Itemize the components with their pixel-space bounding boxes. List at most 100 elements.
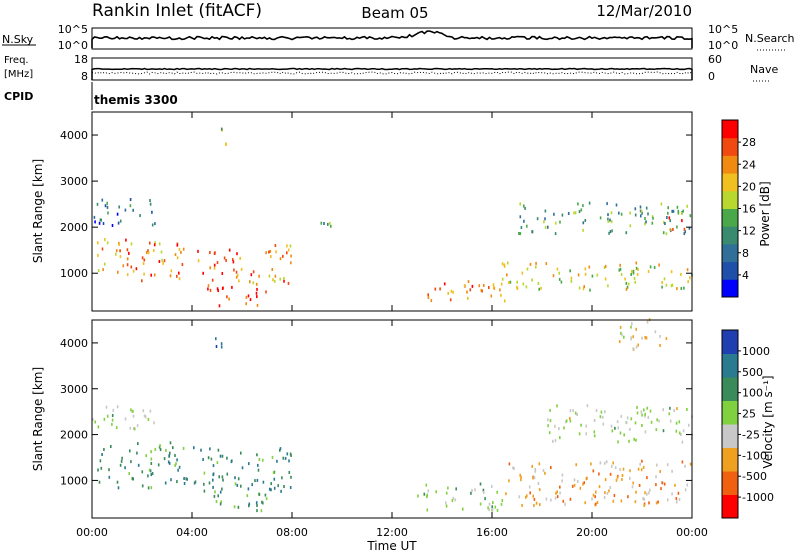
scatter-cell: [143, 272, 145, 276]
scatter-cell: [249, 298, 252, 302]
scatter-cell: [565, 420, 567, 424]
scatter-cell: [606, 202, 608, 206]
scatter-cell: [627, 282, 630, 286]
scatter-cell: [125, 238, 127, 242]
scatter-cell: [469, 288, 472, 292]
scatter-cell: [619, 468, 621, 471]
scatter-cell: [644, 335, 646, 339]
y-tick-label: 3000: [60, 175, 88, 188]
scatter-cell: [519, 232, 522, 236]
scatter-cell: [508, 462, 511, 466]
colorbar-swatch: [722, 137, 738, 156]
scatter-cell: [518, 495, 521, 499]
scatter-cell: [488, 502, 491, 506]
scatter-cell: [561, 213, 564, 217]
scatter-cell: [586, 404, 589, 408]
scatter-cell: [575, 463, 577, 467]
scatter-cell: [149, 409, 152, 413]
scatter-cell: [147, 474, 149, 478]
scatter-cell: [154, 241, 156, 245]
scatter-cell: [130, 460, 132, 464]
scatter-cell: [214, 251, 216, 255]
scatter-cell: [255, 291, 258, 295]
scatter-cell: [268, 487, 271, 491]
scatter-cell: [670, 284, 673, 288]
scatter-cell: [659, 344, 661, 347]
scatter-cell: [623, 335, 625, 339]
scatter-cell: [544, 225, 547, 229]
scatter-cell: [220, 127, 223, 131]
scatter-cell: [592, 493, 595, 497]
scatter-cell: [217, 289, 219, 293]
scatter-cell: [636, 273, 639, 276]
scatter-cell: [635, 345, 638, 349]
scatter-cell: [425, 483, 428, 487]
scatter-cell: [286, 251, 288, 255]
scatter-cell: [482, 488, 485, 492]
scatter-cell: [681, 460, 684, 464]
scatter-cell: [144, 415, 147, 419]
nsearch-label: N.Search: [745, 32, 795, 45]
scatter-cell: [602, 422, 605, 426]
scatter-cell: [663, 482, 666, 486]
scatter-cell: [620, 414, 623, 418]
scatter-cell: [142, 262, 145, 265]
scatter-cell: [279, 447, 282, 451]
scatter-cell: [197, 249, 199, 253]
scatter-cell: [629, 224, 632, 228]
scatter-cell: [624, 277, 626, 281]
scatter-cell: [634, 280, 636, 284]
scatter-cell: [615, 203, 618, 207]
colorbar-tick-label: 16: [742, 203, 756, 216]
colorbar-tick-label: 12: [742, 225, 756, 238]
colorbar-swatch: [722, 494, 738, 519]
scatter-cell: [281, 476, 283, 480]
scatter-cell: [447, 486, 449, 490]
scatter-cell: [141, 279, 143, 283]
scatter-cell: [618, 268, 621, 272]
scatter-cell: [609, 472, 612, 476]
scatter-cell: [529, 262, 532, 266]
scatter-cell: [565, 419, 568, 423]
scatter-cell: [121, 456, 123, 460]
scatter-cell: [519, 202, 521, 206]
scatter-cell: [659, 334, 661, 338]
power-colorbar-label: Power [dB]: [758, 181, 772, 246]
scatter-cell: [452, 496, 455, 500]
scatter-cell: [626, 285, 629, 289]
scatter-cell: [676, 205, 679, 209]
scatter-cell: [118, 205, 120, 209]
scatter-cell: [607, 217, 609, 221]
scatter-cell: [129, 204, 132, 208]
scatter-cell: [657, 500, 659, 504]
scatter-cell: [119, 463, 122, 467]
scatter-cell: [217, 448, 220, 452]
colorbar-frame: [721, 329, 739, 519]
scatter-cell: [596, 501, 599, 504]
scatter-cell: [490, 294, 493, 298]
scatter-cell: [658, 419, 660, 423]
scatter-cell: [564, 502, 566, 506]
scatter-cell: [174, 463, 176, 467]
scatter-cell: [582, 482, 584, 486]
scatter-cell: [115, 252, 117, 256]
scatter-cell: [323, 222, 325, 225]
scatter-cell: [232, 260, 235, 264]
scatter-cell: [595, 490, 597, 494]
scatter-cell: [681, 219, 683, 223]
nave-tick-top: 60: [708, 53, 722, 66]
scatter-cell: [207, 284, 210, 288]
colorbar-swatch: [722, 330, 738, 354]
scatter-cell: [282, 456, 285, 460]
scatter-cell: [97, 241, 99, 245]
freq-tick-top: 18: [74, 53, 88, 66]
scatter-cell: [629, 476, 631, 480]
colorbar-tick-label: -100: [742, 449, 767, 462]
scatter-cell: [629, 211, 631, 215]
scatter-cell: [569, 497, 572, 501]
nave-label: Nave: [750, 63, 778, 76]
scatter-cell: [466, 290, 468, 294]
scatter-cell: [520, 478, 522, 482]
scatter-cell: [593, 419, 596, 422]
